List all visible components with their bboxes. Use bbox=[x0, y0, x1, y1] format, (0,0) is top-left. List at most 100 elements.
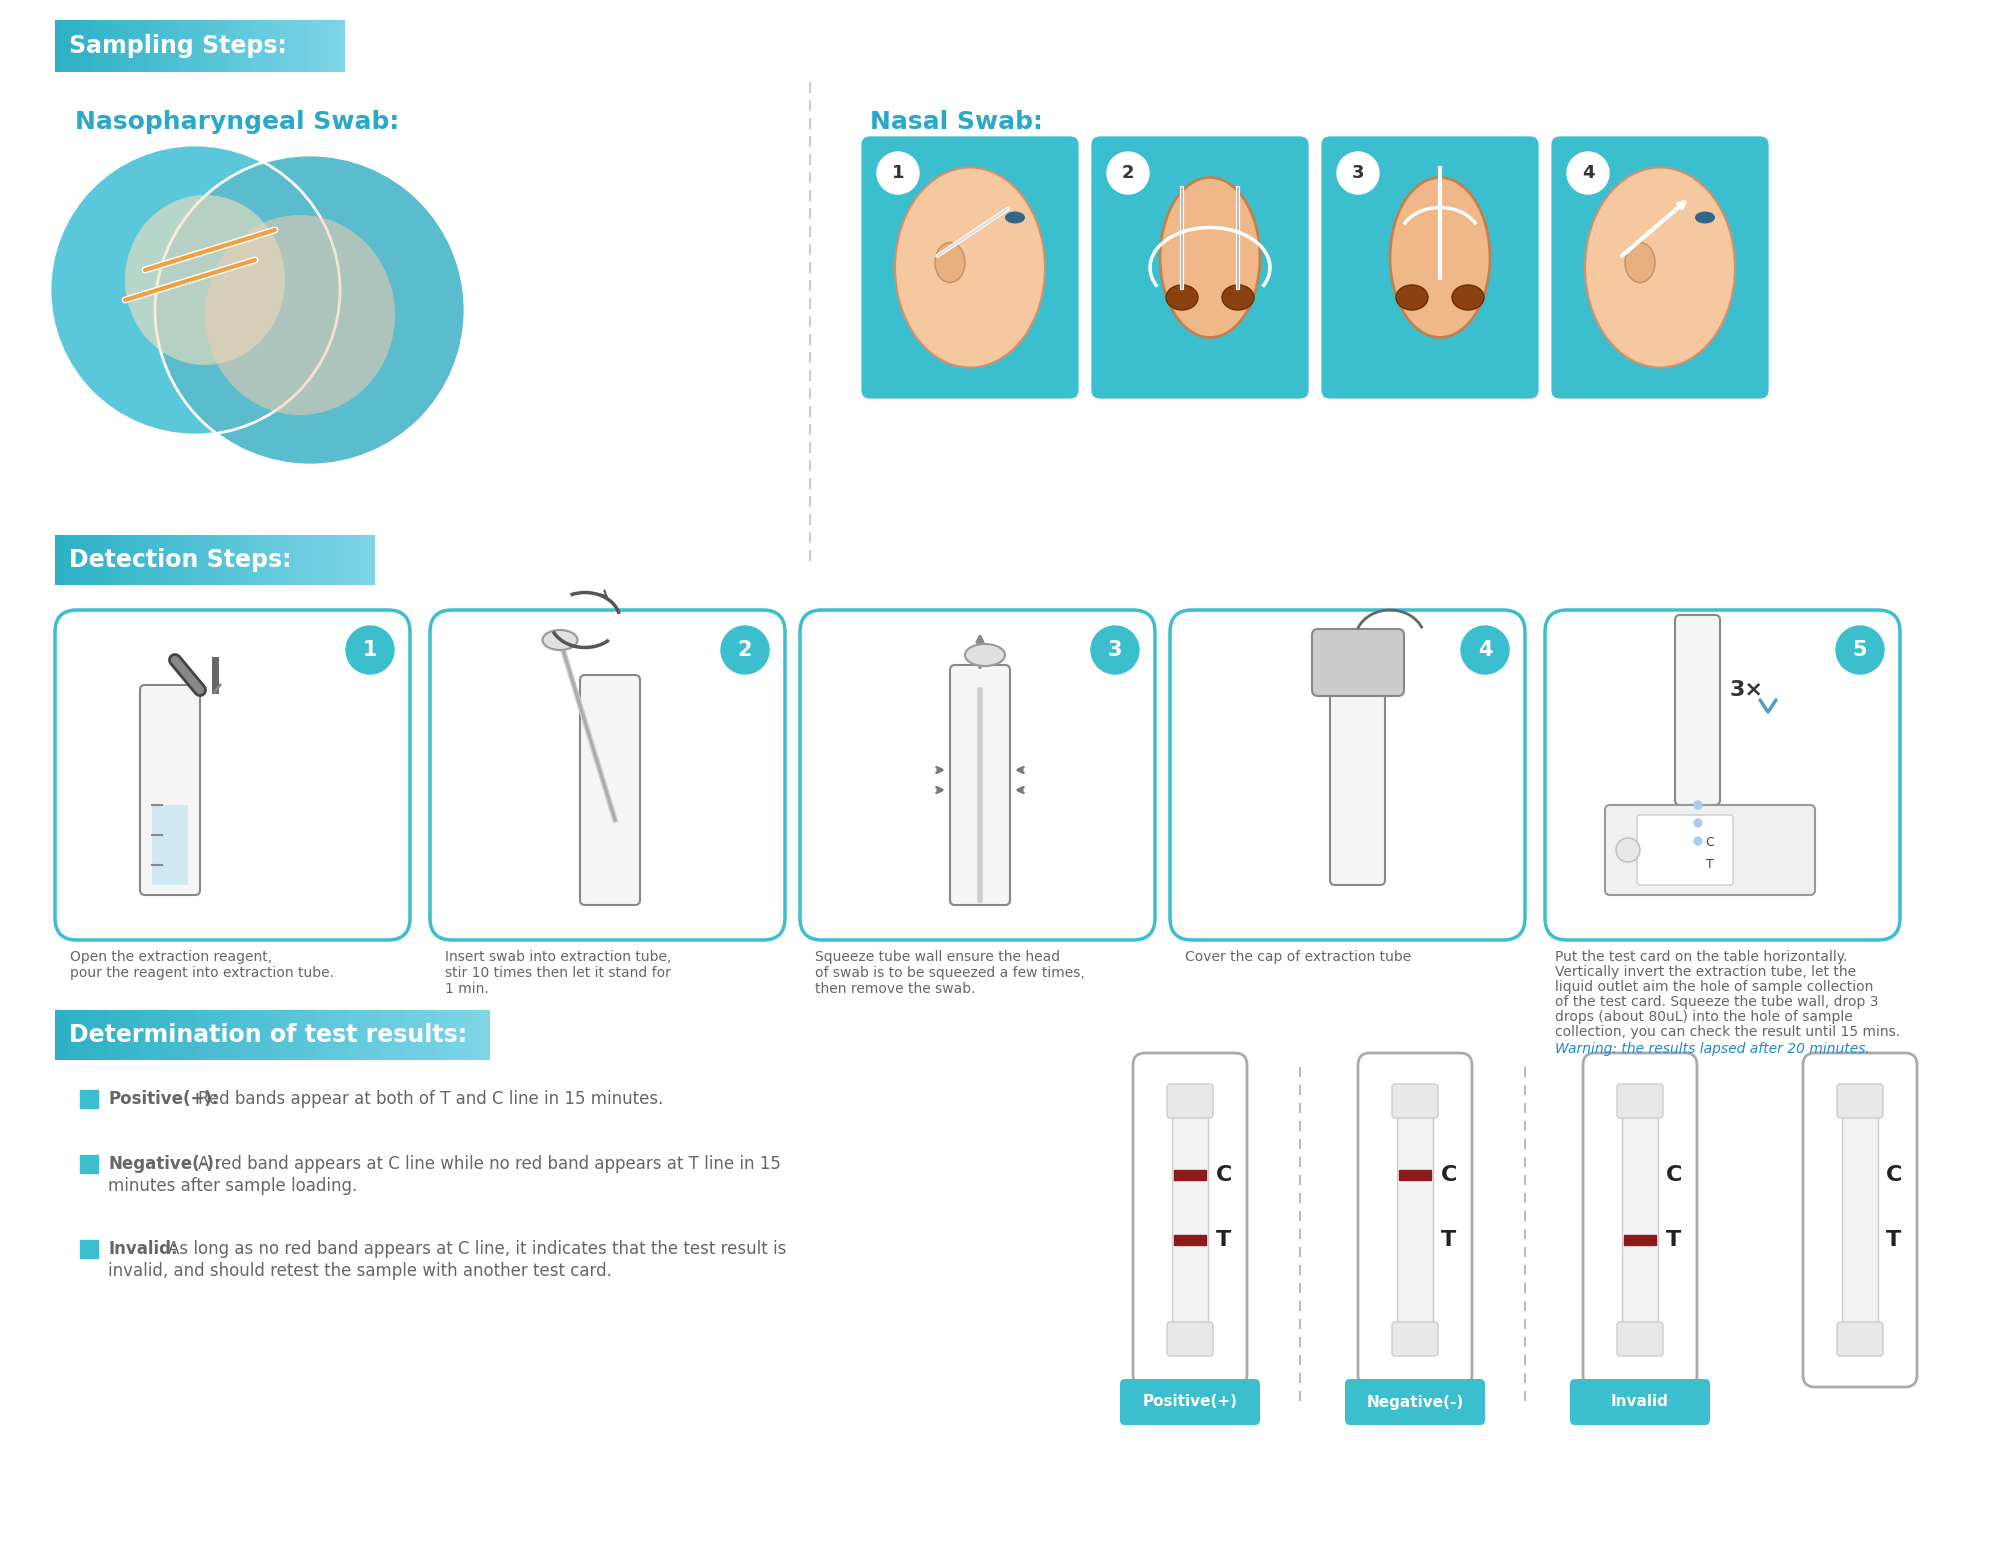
Ellipse shape bbox=[1584, 167, 1736, 368]
Bar bbox=[306, 1009, 316, 1059]
Text: As long as no red band appears at C line, it indicates that the test result is: As long as no red band appears at C line… bbox=[168, 1240, 786, 1257]
Circle shape bbox=[156, 154, 464, 465]
Text: T: T bbox=[1440, 1229, 1456, 1250]
Bar bbox=[184, 535, 192, 585]
Bar bbox=[382, 1009, 392, 1059]
Bar bbox=[208, 1009, 218, 1059]
FancyBboxPatch shape bbox=[950, 665, 1010, 905]
FancyBboxPatch shape bbox=[1544, 610, 1900, 941]
Circle shape bbox=[720, 626, 768, 674]
Bar bbox=[256, 535, 264, 585]
Bar bbox=[172, 20, 178, 72]
Bar bbox=[1172, 1086, 1208, 1356]
Text: C: C bbox=[1666, 1165, 1682, 1186]
Text: Put the test card on the table horizontally.: Put the test card on the table horizonta… bbox=[1556, 950, 1848, 964]
FancyBboxPatch shape bbox=[1676, 615, 1720, 805]
Bar bbox=[120, 535, 128, 585]
Bar bbox=[98, 1009, 110, 1059]
Ellipse shape bbox=[1452, 285, 1484, 310]
Text: then remove the swab.: then remove the swab. bbox=[816, 981, 976, 995]
Bar bbox=[296, 535, 304, 585]
Bar bbox=[352, 535, 360, 585]
FancyBboxPatch shape bbox=[1132, 1053, 1248, 1387]
Ellipse shape bbox=[542, 630, 578, 651]
Bar bbox=[370, 1009, 382, 1059]
Text: minutes after sample loading.: minutes after sample loading. bbox=[108, 1176, 358, 1195]
FancyBboxPatch shape bbox=[800, 610, 1156, 941]
Bar bbox=[192, 20, 200, 72]
Bar bbox=[80, 535, 88, 585]
Bar bbox=[304, 535, 312, 585]
Text: C: C bbox=[1886, 1165, 1902, 1186]
Text: C: C bbox=[1216, 1165, 1232, 1186]
FancyBboxPatch shape bbox=[1168, 1321, 1212, 1356]
Text: Nasopharyngeal Swab:: Nasopharyngeal Swab: bbox=[76, 111, 400, 134]
Bar bbox=[236, 20, 244, 72]
Bar bbox=[62, 20, 70, 72]
Circle shape bbox=[346, 626, 394, 674]
Bar bbox=[136, 535, 144, 585]
Bar bbox=[1174, 1170, 1206, 1179]
FancyBboxPatch shape bbox=[1330, 665, 1384, 885]
Circle shape bbox=[1460, 626, 1510, 674]
Text: C: C bbox=[1706, 836, 1714, 850]
Bar bbox=[152, 805, 188, 885]
Text: A red band appears at C line while no red band appears at T line in 15: A red band appears at C line while no re… bbox=[198, 1154, 780, 1173]
FancyBboxPatch shape bbox=[1616, 1084, 1664, 1119]
Text: 5: 5 bbox=[1852, 640, 1868, 660]
Bar bbox=[280, 535, 288, 585]
Bar bbox=[152, 1009, 164, 1059]
FancyBboxPatch shape bbox=[1320, 136, 1540, 399]
Bar bbox=[160, 535, 168, 585]
Bar bbox=[1396, 1086, 1432, 1356]
Bar bbox=[84, 20, 92, 72]
Text: Warning: the results lapsed after 20 minutes.: Warning: the results lapsed after 20 min… bbox=[1556, 1042, 1870, 1056]
Text: Open the extraction reagent,: Open the extraction reagent, bbox=[70, 950, 272, 964]
Text: 2: 2 bbox=[738, 640, 752, 660]
Bar bbox=[104, 535, 112, 585]
Bar bbox=[80, 1240, 98, 1257]
Text: 4: 4 bbox=[1478, 640, 1492, 660]
Text: Invalid: Invalid bbox=[1612, 1395, 1668, 1410]
Text: 3: 3 bbox=[1108, 640, 1122, 660]
Ellipse shape bbox=[1390, 178, 1490, 337]
Bar bbox=[164, 20, 172, 72]
Bar bbox=[250, 20, 258, 72]
Bar bbox=[66, 1009, 76, 1059]
Text: 4: 4 bbox=[1582, 164, 1594, 183]
Bar bbox=[214, 20, 222, 72]
Text: Determination of test results:: Determination of test results: bbox=[68, 1023, 468, 1047]
Bar bbox=[80, 1154, 98, 1173]
Bar bbox=[320, 535, 328, 585]
Bar bbox=[98, 20, 106, 72]
Bar bbox=[228, 1009, 240, 1059]
FancyBboxPatch shape bbox=[1584, 1053, 1696, 1387]
Ellipse shape bbox=[936, 242, 964, 282]
Bar bbox=[316, 1009, 326, 1059]
Bar bbox=[338, 20, 346, 72]
Bar bbox=[92, 20, 98, 72]
Bar bbox=[324, 20, 330, 72]
Ellipse shape bbox=[1222, 285, 1254, 310]
Bar bbox=[272, 1009, 284, 1059]
Bar bbox=[1624, 1236, 1656, 1245]
Bar bbox=[192, 535, 200, 585]
Text: Detection Steps:: Detection Steps: bbox=[68, 548, 292, 573]
Bar bbox=[70, 20, 76, 72]
Circle shape bbox=[50, 145, 340, 435]
Text: C: C bbox=[1440, 1165, 1458, 1186]
FancyBboxPatch shape bbox=[1392, 1321, 1438, 1356]
FancyBboxPatch shape bbox=[860, 136, 1080, 399]
Ellipse shape bbox=[124, 195, 286, 365]
Bar bbox=[424, 1009, 436, 1059]
Bar bbox=[224, 535, 232, 585]
Bar bbox=[186, 20, 192, 72]
Text: invalid, and should retest the sample with another test card.: invalid, and should retest the sample wi… bbox=[108, 1262, 612, 1281]
Bar bbox=[480, 1009, 490, 1059]
Bar bbox=[64, 535, 72, 585]
Text: T: T bbox=[1666, 1229, 1682, 1250]
Text: Sampling Steps:: Sampling Steps: bbox=[68, 34, 286, 58]
Text: stir 10 times then let it stand for: stir 10 times then let it stand for bbox=[444, 966, 670, 980]
FancyBboxPatch shape bbox=[1344, 1379, 1484, 1424]
Text: drops (about 80uL) into the hole of sample: drops (about 80uL) into the hole of samp… bbox=[1556, 1009, 1852, 1023]
